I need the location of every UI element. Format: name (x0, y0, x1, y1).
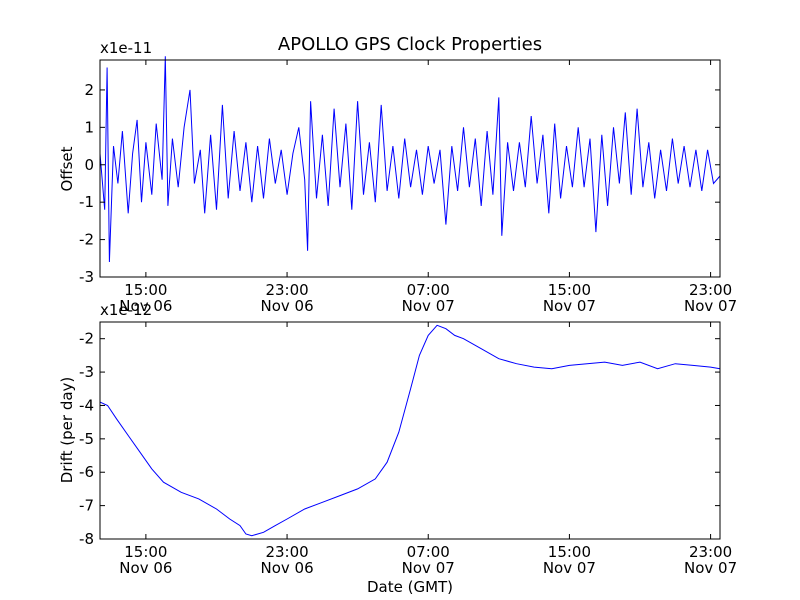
offset-series (99, 56, 721, 263)
y-tick-label: -3 (79, 268, 94, 286)
x-tick-label-date: Nov 06 (260, 297, 313, 315)
x-tick-label-date: Nov 07 (402, 559, 455, 577)
offset-y-axis-label: Offset (58, 146, 76, 191)
drift-y-ticks: -2 -3 -4 -5 -6 -7 -8 (79, 330, 720, 548)
y-tick-label: 0 (84, 156, 94, 174)
chart-title: APOLLO GPS Clock Properties (278, 34, 542, 55)
drift-panel: x1e-12 Drift (per day) Date (GMT) -2 -3 -4… (58, 301, 737, 596)
y-tick-label: 1 (84, 118, 94, 136)
y-tick-label: -5 (79, 430, 94, 448)
offset-y-multiplier: x1e-11 (100, 39, 152, 57)
y-tick-label: -8 (79, 530, 94, 548)
x-tick-label-time: 23:00 (265, 543, 308, 561)
x-tick-label-date: Nov 07 (684, 559, 737, 577)
drift-x-axis-label: Date (GMT) (367, 578, 453, 596)
drift-y-multiplier: x1e-12 (100, 301, 152, 319)
x-tick-label-date: Nov 06 (119, 297, 172, 315)
x-tick-label-time: 15:00 (124, 543, 167, 561)
y-tick-label: -2 (79, 330, 94, 348)
y-tick-label: -2 (79, 231, 94, 249)
x-tick-label-time: 23:00 (689, 281, 732, 299)
x-tick-label-time: 07:00 (407, 281, 450, 299)
x-tick-label-date: Nov 06 (260, 559, 313, 577)
x-tick-label-time: 15:00 (548, 543, 591, 561)
x-tick-label-time: 07:00 (407, 543, 450, 561)
drift-axes-frame (99, 321, 721, 540)
drift-series (99, 324, 721, 537)
drift-series-line (99, 324, 721, 537)
x-tick-label-time: 15:00 (124, 281, 167, 299)
x-tick-label-time: 23:00 (265, 281, 308, 299)
x-tick-label-date: Nov 07 (543, 297, 596, 315)
y-tick-label: -4 (79, 396, 94, 414)
x-tick-label-date: Nov 07 (684, 297, 737, 315)
x-tick-label-time: 15:00 (548, 281, 591, 299)
x-tick-label-date: Nov 06 (119, 559, 172, 577)
y-tick-label: -1 (79, 193, 94, 211)
x-tick-label-date: Nov 07 (543, 559, 596, 577)
offset-series-line (99, 56, 721, 263)
drift-y-axis-label: Drift (per day) (58, 377, 76, 484)
offset-y-ticks: 2 1 0 -1 -2 -3 (79, 81, 720, 286)
offset-panel: APOLLO GPS Clock Properties x1e-11 Offse… (58, 34, 737, 315)
offset-axes-frame (99, 59, 721, 278)
y-tick-label: -7 (79, 497, 94, 515)
x-tick-label-date: Nov 07 (402, 297, 455, 315)
y-tick-label: -3 (79, 363, 94, 381)
y-tick-label: -6 (79, 463, 94, 481)
x-tick-label-time: 23:00 (689, 543, 732, 561)
y-tick-label: 2 (84, 81, 94, 99)
